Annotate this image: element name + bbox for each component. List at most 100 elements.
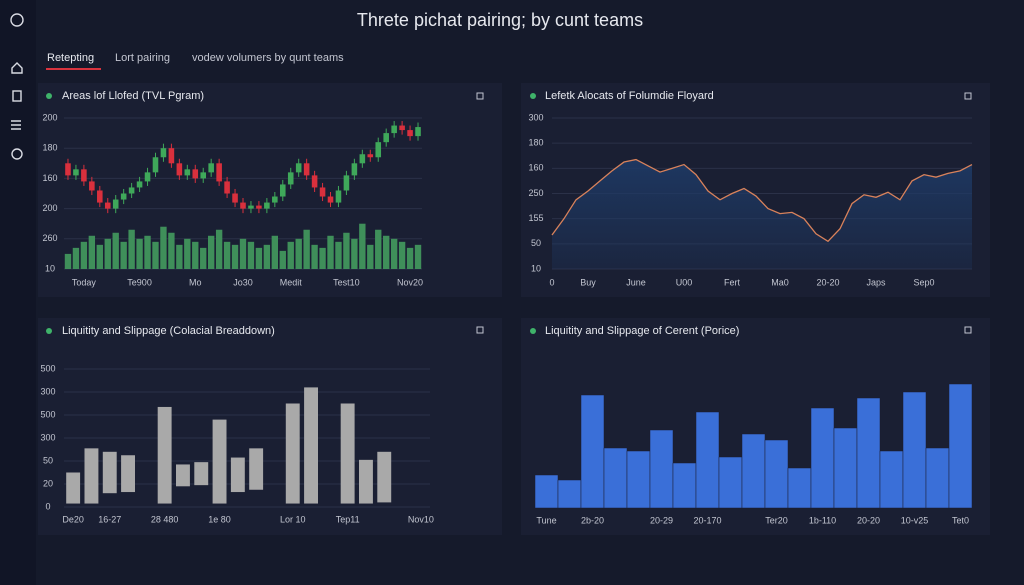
x-tick-label: Nov10 bbox=[408, 514, 434, 524]
volume-bar bbox=[398, 241, 406, 269]
volume-bar bbox=[247, 241, 255, 269]
candle-body bbox=[128, 187, 135, 194]
volume-bar bbox=[279, 250, 286, 269]
volume-bar bbox=[351, 238, 358, 269]
doc-icon[interactable] bbox=[12, 90, 22, 102]
tab[interactable]: Lort pairing bbox=[115, 52, 170, 64]
bar bbox=[833, 427, 858, 509]
range-bar bbox=[212, 419, 227, 504]
volume-bar bbox=[327, 235, 334, 269]
bar bbox=[626, 450, 651, 509]
candle-body bbox=[248, 205, 254, 209]
y-tick-label: 10 bbox=[45, 263, 55, 273]
volume-bar bbox=[335, 241, 342, 269]
list-icon[interactable] bbox=[11, 120, 21, 130]
range-bar bbox=[358, 459, 373, 504]
volume-bar bbox=[192, 241, 199, 269]
candle-body bbox=[152, 157, 159, 173]
status-dot bbox=[530, 328, 536, 334]
x-tick-label: Japs bbox=[866, 277, 886, 287]
candle-body bbox=[136, 181, 143, 188]
volume-bar bbox=[223, 241, 231, 269]
bar bbox=[925, 447, 950, 509]
volume-bar bbox=[215, 229, 223, 269]
y-tick-label: 50 bbox=[531, 238, 541, 248]
candle-body bbox=[351, 163, 358, 176]
y-tick-label: 200 bbox=[42, 112, 57, 122]
range-bar bbox=[285, 403, 300, 504]
volume-bar bbox=[207, 235, 215, 269]
bar bbox=[603, 447, 628, 509]
candle-body bbox=[176, 163, 183, 176]
candle-body bbox=[343, 175, 350, 191]
x-tick-label: Fert bbox=[724, 277, 741, 287]
y-tick-label: 300 bbox=[40, 432, 55, 442]
x-tick-label: Jo30 bbox=[233, 277, 253, 287]
x-tick-label: 2b-20 bbox=[581, 515, 604, 525]
candle-body bbox=[319, 187, 326, 197]
x-tick-label: 20-29 bbox=[650, 515, 673, 525]
volume-bar bbox=[263, 244, 271, 269]
volume-bar bbox=[128, 229, 135, 269]
candle-body bbox=[232, 193, 238, 203]
volume-bar bbox=[80, 241, 88, 269]
range-bar bbox=[66, 472, 81, 504]
volume-bar bbox=[239, 238, 247, 269]
x-tick-label: 20-20 bbox=[857, 515, 880, 525]
x-tick-label: De20 bbox=[62, 514, 84, 524]
volume-bar bbox=[64, 253, 72, 269]
volume-bar bbox=[271, 235, 279, 269]
x-tick-label: 1e 80 bbox=[208, 514, 231, 524]
volume-bar bbox=[176, 244, 183, 269]
settings-icon[interactable] bbox=[11, 148, 23, 160]
x-tick-label: 0 bbox=[549, 277, 554, 287]
panel-menu[interactable] bbox=[476, 326, 484, 334]
home-icon[interactable] bbox=[11, 62, 23, 74]
candle-body bbox=[168, 148, 175, 164]
x-tick-label: 20-20 bbox=[816, 277, 839, 287]
volume-bar bbox=[136, 238, 143, 269]
candle-body bbox=[399, 125, 405, 131]
candle-body bbox=[287, 172, 294, 185]
x-tick-label: U00 bbox=[676, 277, 693, 287]
volume-bar bbox=[231, 244, 239, 269]
bar bbox=[580, 394, 605, 509]
tab[interactable]: vodew volumers by qunt teams bbox=[192, 52, 344, 64]
panel-menu[interactable] bbox=[964, 326, 972, 334]
volume-bar bbox=[343, 232, 350, 269]
x-tick-label: Medit bbox=[280, 277, 303, 287]
volume-bar bbox=[88, 235, 96, 269]
candle-body bbox=[415, 127, 421, 137]
bar bbox=[787, 467, 812, 509]
bar bbox=[649, 429, 674, 509]
panel-menu[interactable] bbox=[964, 92, 972, 100]
x-tick-label: Sep0 bbox=[913, 277, 934, 287]
candle-body bbox=[97, 190, 103, 203]
bar bbox=[879, 450, 904, 509]
candle-body bbox=[279, 184, 286, 197]
bar bbox=[810, 407, 835, 509]
logo[interactable] bbox=[10, 13, 24, 27]
bar bbox=[557, 479, 582, 509]
sidebar bbox=[0, 0, 36, 585]
candle-body bbox=[160, 148, 167, 158]
panel-menu[interactable] bbox=[476, 92, 484, 100]
x-tick-label: Ter20 bbox=[765, 515, 788, 525]
volume-bar bbox=[367, 244, 374, 269]
candle-body bbox=[208, 163, 214, 173]
y-tick-label: 160 bbox=[528, 163, 543, 173]
tab[interactable]: Retepting bbox=[47, 52, 94, 64]
candle-body bbox=[383, 133, 389, 143]
volume-bar bbox=[359, 223, 366, 269]
volume-bar bbox=[406, 247, 414, 269]
range-bar bbox=[230, 457, 245, 493]
range-bar bbox=[157, 406, 172, 504]
tab-underline bbox=[46, 68, 101, 70]
y-tick-label: 160 bbox=[42, 173, 57, 183]
range-bar bbox=[194, 462, 209, 486]
volume-bar bbox=[383, 235, 390, 269]
range-bar bbox=[304, 387, 319, 504]
x-tick-label: 1b-110 bbox=[809, 515, 836, 525]
bar bbox=[741, 433, 766, 509]
bar bbox=[534, 474, 559, 509]
